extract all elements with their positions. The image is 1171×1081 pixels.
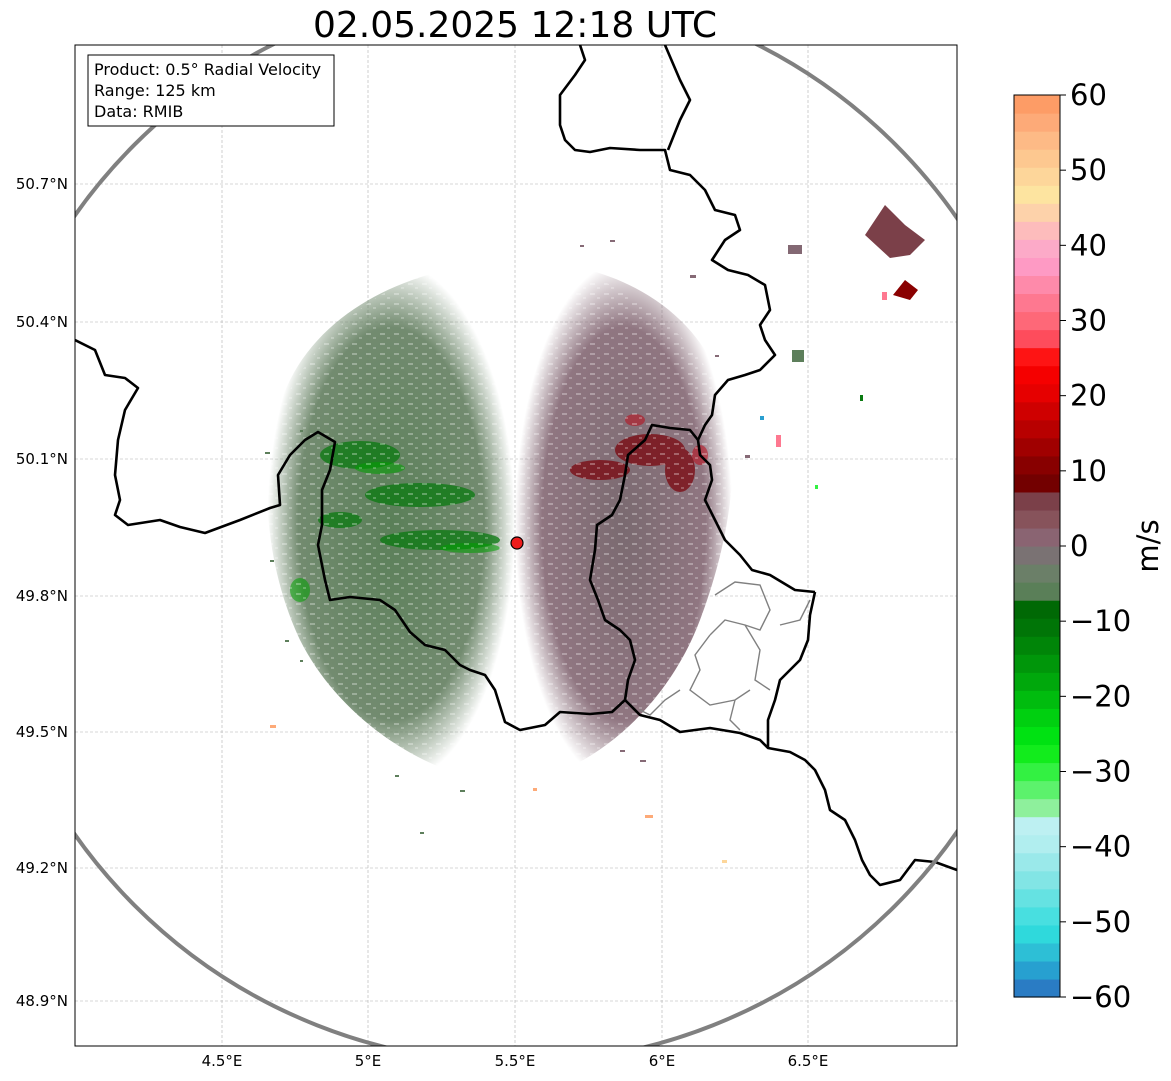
colorbar-band — [1014, 924, 1060, 944]
colorbar-band — [1014, 347, 1060, 367]
lat-tick-label: 49.5°N — [16, 723, 68, 741]
colorbar-band — [1014, 167, 1060, 186]
lat-tick-label: 49.8°N — [16, 587, 68, 605]
info-product: Product: 0.5° Radial Velocity — [94, 60, 321, 79]
colorbar-ticks: 60 50 40 30 20 10 0 −10 −20 −30 −40 −50 −60 — [1060, 78, 1131, 1014]
colorbar-band — [1014, 95, 1060, 114]
colorbar-tick-label: 0 — [1070, 529, 1088, 563]
colorbar-tick-label: −40 — [1070, 830, 1131, 864]
colorbar-band — [1014, 365, 1060, 385]
lon-tick-label: 6°E — [649, 1052, 676, 1070]
colorbar-band — [1014, 293, 1060, 313]
colorbar-band — [1014, 149, 1060, 168]
info-box: Product: 0.5° Radial Velocity Range: 125… — [87, 54, 335, 127]
colorbar-unit-label: m/s — [1131, 519, 1165, 572]
colorbar-band — [1014, 816, 1060, 836]
colorbar-band — [1014, 780, 1060, 800]
map-frame — [74, 44, 958, 1047]
colorbar-tick-label: −30 — [1070, 755, 1131, 789]
colorbar-band — [1014, 257, 1060, 276]
colorbar-band — [1014, 491, 1060, 511]
colorbar-bands — [1014, 95, 1060, 998]
colorbar-band — [1014, 383, 1060, 403]
colorbar-band — [1014, 978, 1060, 998]
colorbar-band — [1014, 113, 1060, 132]
colorbar-band — [1014, 726, 1060, 746]
colorbar-band — [1014, 654, 1060, 673]
colorbar-tick-label: 20 — [1070, 379, 1107, 413]
country-borders — [75, 45, 957, 887]
colorbar-band — [1014, 546, 1060, 565]
colorbar-tick-label: 60 — [1070, 78, 1107, 112]
colorbar-band — [1014, 888, 1060, 908]
colorbar-band — [1014, 329, 1060, 349]
colorbar-band — [1014, 690, 1060, 709]
radar-site-marker — [510, 536, 524, 550]
colorbar-band — [1014, 401, 1060, 421]
colorbar-band — [1014, 618, 1060, 637]
colorbar-band — [1014, 798, 1060, 818]
lon-tick-labels: 4.5°E 5°E 5.5°E 6°E 6.5°E — [202, 1052, 829, 1070]
colorbar-band — [1014, 600, 1060, 619]
colorbar: 60 50 40 30 20 10 0 −10 −20 −30 −40 −50 −60 m/s — [1013, 78, 1165, 1014]
lat-tick-label: 48.9°N — [16, 992, 68, 1010]
lat-tick-label: 49.2°N — [16, 859, 68, 877]
colorbar-tick-label: −50 — [1070, 905, 1131, 939]
colorbar-band — [1014, 221, 1060, 240]
province-borders — [639, 581, 811, 731]
velocity-field — [255, 205, 925, 863]
map-panel — [75, 45, 957, 1046]
colorbar-band — [1014, 960, 1060, 980]
colorbar-tick-label: 30 — [1070, 304, 1107, 338]
colorbar-band — [1014, 455, 1060, 475]
info-data-source: Data: RMIB — [94, 102, 183, 121]
colorbar-band — [1014, 942, 1060, 962]
colorbar-band — [1014, 185, 1060, 204]
colorbar-band — [1014, 437, 1060, 457]
colorbar-band — [1014, 852, 1060, 872]
colorbar-tick-label: 50 — [1070, 153, 1107, 187]
lon-tick-label: 6.5°E — [788, 1052, 829, 1070]
lat-tick-label: 50.4°N — [16, 313, 68, 331]
lon-tick-label: 5.5°E — [495, 1052, 536, 1070]
lat-tick-label: 50.1°N — [16, 450, 68, 468]
map-title: 02.05.2025 12:18 UTC — [313, 5, 717, 46]
colorbar-band — [1014, 582, 1060, 601]
colorbar-band — [1014, 834, 1060, 854]
colorbar-band — [1014, 744, 1060, 764]
colorbar-band — [1014, 419, 1060, 439]
colorbar-band — [1014, 906, 1060, 926]
lon-tick-label: 5°E — [355, 1052, 382, 1070]
lon-tick-label: 4.5°E — [202, 1052, 243, 1070]
colorbar-band — [1014, 636, 1060, 655]
clutter-cells — [270, 205, 925, 863]
colorbar-tick-label: 40 — [1070, 228, 1107, 262]
colorbar-tick-label: 10 — [1070, 454, 1107, 488]
colorbar-band — [1014, 870, 1060, 890]
colorbar-band — [1014, 527, 1060, 547]
colorbar-tick-label: −20 — [1070, 679, 1131, 713]
colorbar-band — [1014, 239, 1060, 258]
colorbar-band — [1014, 708, 1060, 727]
lat-tick-labels: 50.7°N 50.4°N 50.1°N 49.8°N 49.5°N 49.2°… — [16, 175, 68, 1010]
lat-tick-label: 50.7°N — [16, 175, 68, 193]
colorbar-band — [1014, 203, 1060, 222]
colorbar-band — [1014, 509, 1060, 529]
colorbar-band — [1014, 275, 1060, 295]
colorbar-tick-label: −10 — [1070, 604, 1131, 638]
colorbar-band — [1014, 131, 1060, 150]
info-range: Range: 125 km — [94, 81, 216, 100]
colorbar-band — [1014, 762, 1060, 782]
colorbar-band — [1014, 564, 1060, 583]
colorbar-band — [1014, 672, 1060, 691]
colorbar-tick-label: −60 — [1070, 980, 1131, 1014]
colorbar-band — [1014, 311, 1060, 331]
colorbar-band — [1014, 473, 1060, 493]
